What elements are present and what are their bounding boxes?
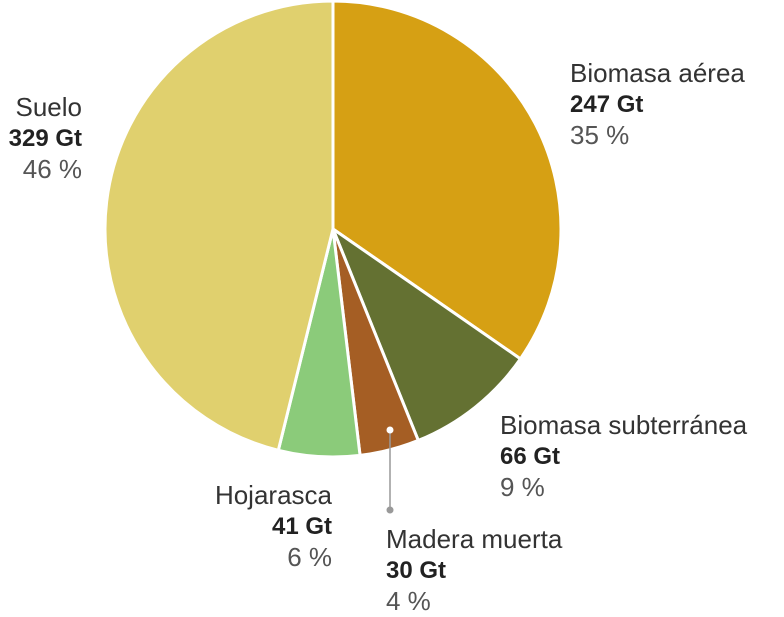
slice-percent: 4 % — [386, 586, 431, 616]
pie-slice-biomasa-subterranea — [331, 227, 522, 442]
slice-name: Madera muerta — [386, 524, 563, 554]
slice-value: 66 Gt — [500, 443, 561, 470]
pie-slice-biomasa-aerea — [331, 0, 563, 361]
label-biomasa-aerea: Biomasa aérea 247 Gt 35 % — [570, 58, 745, 151]
label-madera-muerta: Madera muerta 30 Gt 4 % — [386, 524, 562, 617]
slice-name: Suelo — [15, 92, 83, 122]
slice-percent: 9 % — [500, 472, 545, 502]
label-suelo: Suelo 329 Gt 46 % — [9, 92, 82, 185]
label-hojarasca: Hojarasca 41 Gt 6 % — [215, 480, 332, 573]
slice-name: Hojarasca — [214, 480, 332, 510]
label-biomasa-subterranea: Biomasa subterránea 66 Gt 9 % — [500, 410, 747, 503]
pie-slices — [103, 0, 563, 459]
slice-value: 329 Gt — [8, 125, 82, 152]
slice-percent: 46 % — [22, 154, 82, 184]
slice-percent: 6 % — [287, 542, 332, 572]
pie-slice-suelo — [103, 0, 335, 452]
slice-value: 247 Gt — [570, 91, 644, 118]
slice-value: 30 Gt — [386, 557, 447, 584]
slice-name: Biomasa aérea — [570, 58, 745, 88]
slice-name: Biomasa subterránea — [500, 410, 748, 440]
madera-muerta-leader-line — [386, 426, 394, 514]
slice-value: 41 Gt — [271, 513, 332, 540]
slice-percent: 35 % — [570, 120, 630, 150]
